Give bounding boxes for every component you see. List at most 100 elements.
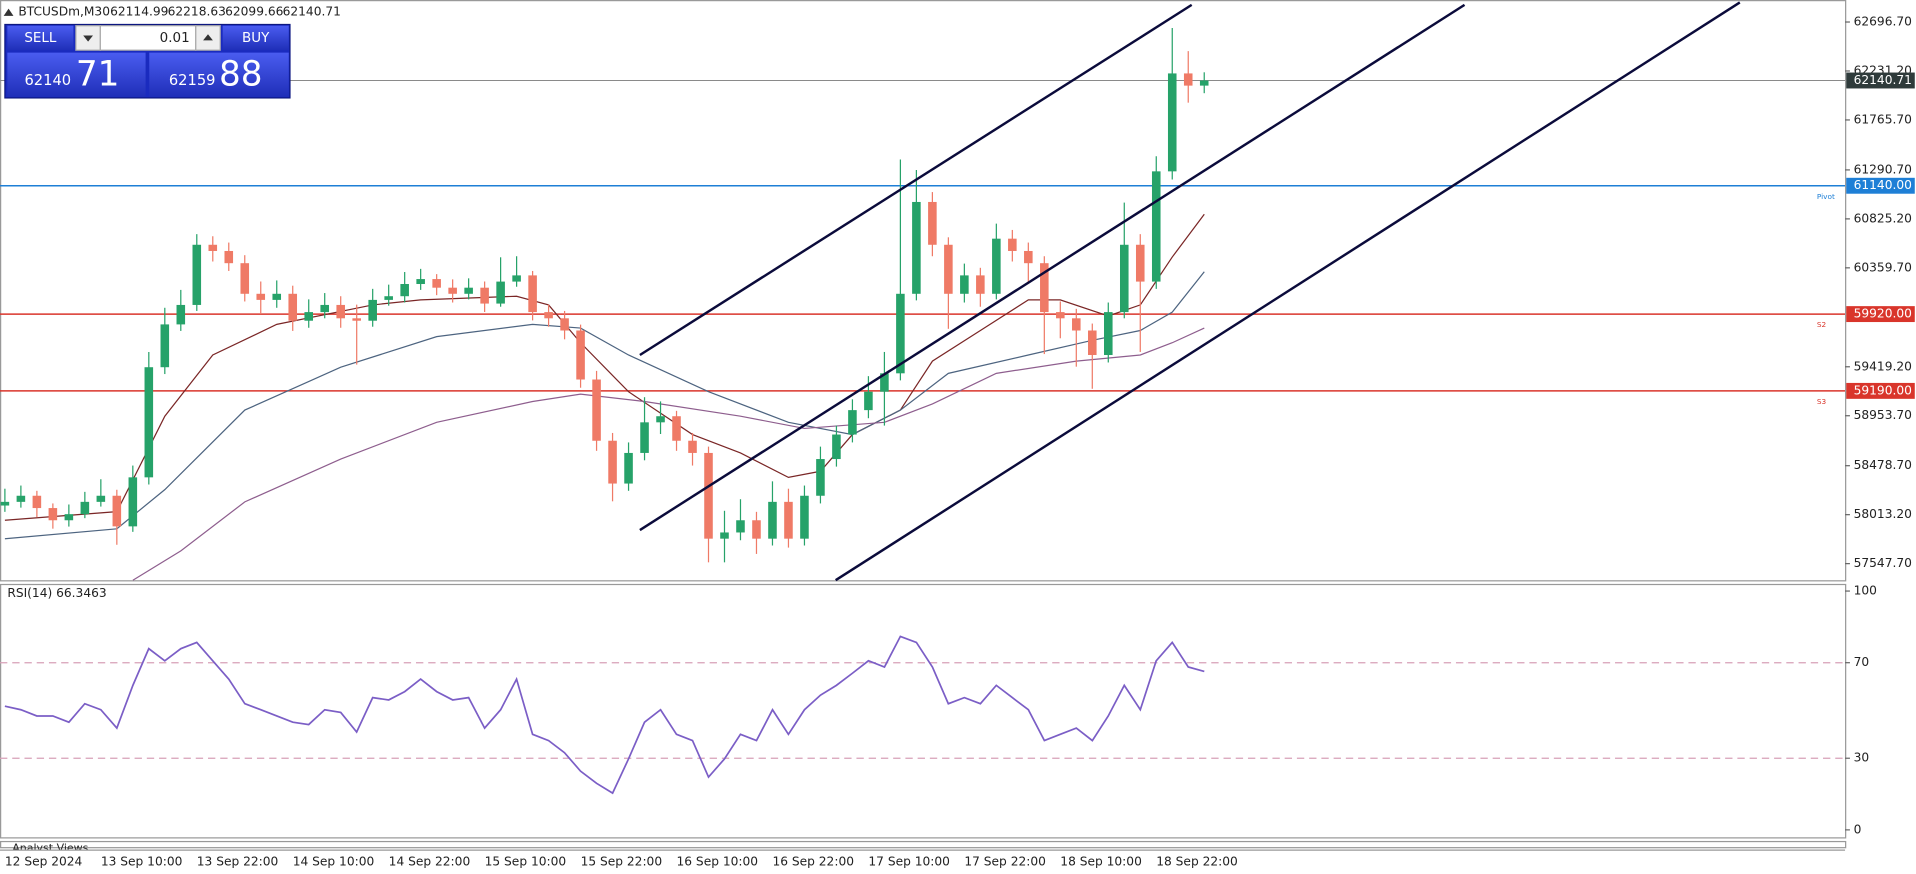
level-price-box: [1846, 306, 1915, 323]
level-name: S3: [1817, 397, 1827, 406]
candle-body: [720, 532, 729, 539]
main-pane: [0, 0, 1847, 582]
candle-body: [1072, 318, 1081, 331]
candle-body: [576, 330, 585, 380]
candle-body: [192, 244, 202, 305]
candle-body: [752, 520, 761, 539]
y-tick-label: 61765.70: [1854, 112, 1912, 126]
candle-body: [1040, 263, 1049, 313]
candle-body: [992, 238, 1001, 294]
buy-price[interactable]: 62159 88: [149, 52, 289, 97]
rsi-line: [4, 635, 1205, 795]
x-tick-label: 17 Sep 22:00: [964, 854, 1046, 868]
y-tick-label: 58013.20: [1854, 507, 1912, 521]
candle-body: [224, 250, 234, 264]
candle-body: [912, 201, 921, 294]
ask-pips: 88: [219, 54, 263, 94]
sell-label: SELL: [24, 31, 57, 46]
last-price-label: 62140.71: [1854, 73, 1912, 87]
buy-price-bg: [149, 52, 289, 97]
x-tick-label: 16 Sep 22:00: [772, 854, 854, 868]
volume-up[interactable]: [195, 25, 221, 51]
header-high: 62218.63: [168, 5, 226, 19]
candle-body: [64, 514, 74, 521]
candle-body: [1135, 244, 1145, 282]
trade-panel: SELL 0.01 BUY 62140 71 62159 88: [4, 23, 291, 99]
sell-button[interactable]: SELL: [7, 25, 74, 51]
volume-input[interactable]: 0.01: [99, 25, 197, 51]
candle-body: [1199, 80, 1209, 86]
candle-body: [176, 304, 186, 325]
rsi-pane: [0, 583, 1847, 839]
bid-main: 62140: [24, 72, 71, 89]
candle-body: [1167, 73, 1177, 172]
candle-body: [304, 312, 314, 321]
level-price-label: 61140.00: [1854, 178, 1912, 192]
candle-body: [80, 501, 90, 515]
channel-line: [834, 1, 1741, 582]
candle-body: [208, 244, 218, 251]
candle-body: [656, 416, 665, 423]
candle-body: [816, 459, 825, 496]
candle-body: [1151, 171, 1161, 282]
bid-pips: 71: [76, 54, 120, 94]
candle-body: [336, 304, 345, 319]
candle-body: [128, 477, 138, 527]
candle-body: [464, 287, 473, 294]
moving-average: [4, 213, 1205, 521]
candle-body: [272, 293, 282, 300]
overlay: 61140.00 59920.00 59190.00 62140.71: [1846, 72, 1915, 399]
candle-body: [768, 501, 777, 539]
candle-body: [384, 296, 393, 300]
candle-body: [688, 440, 697, 453]
candle-body: [112, 495, 122, 527]
moving-average: [132, 327, 1205, 581]
x-tick-label: 15 Sep 22:00: [581, 854, 663, 868]
candle-body: [976, 275, 985, 294]
x-tick-label: 14 Sep 22:00: [389, 854, 471, 868]
sell-price[interactable]: 62140 71: [7, 52, 146, 97]
candle-body: [352, 318, 361, 321]
candle-body: [432, 279, 441, 288]
candle-body: [864, 391, 873, 411]
level-price-box: [1846, 177, 1915, 194]
candle-body: [288, 293, 298, 321]
candle-body: [672, 416, 681, 441]
up-arrow: [203, 34, 213, 41]
candle-body: [32, 495, 42, 509]
header-low: 62099.66: [225, 5, 283, 19]
candle-body: [240, 263, 250, 294]
volume-down[interactable]: [75, 25, 101, 51]
candle-body: [1183, 73, 1193, 86]
header-close: 62140.71: [283, 5, 341, 19]
y-tick-label: 62696.70: [1854, 15, 1912, 29]
x-tick-label: 17 Sep 10:00: [868, 854, 950, 868]
sell-price-bg: [7, 52, 146, 97]
level-price-label: 59190.00: [1854, 383, 1912, 397]
candle-body: [496, 281, 505, 304]
y-tick-label: 100: [1854, 584, 1877, 598]
candle-body: [0, 501, 10, 506]
rsi-title: RSI(14) 66.3463: [7, 586, 106, 600]
collapse-icon: [3, 8, 14, 16]
candle-body: [832, 434, 841, 460]
candle-body: [1119, 244, 1129, 313]
level-price-box: [1846, 382, 1915, 399]
candle-body: [368, 299, 377, 321]
candle-body: [144, 367, 154, 478]
y-tick-label: 61290.70: [1854, 162, 1912, 176]
ask-main: 62159: [169, 72, 216, 89]
candle-body: [624, 452, 633, 484]
candle-body: [256, 293, 266, 300]
down-arrow: [83, 35, 93, 42]
y-tick-label: 30: [1854, 751, 1870, 765]
volume-value: 0.01: [160, 31, 190, 46]
candle-body: [448, 287, 457, 294]
y-tick-label: 58953.70: [1854, 408, 1912, 422]
candle-body: [848, 410, 857, 435]
buy-button[interactable]: BUY: [222, 25, 289, 51]
candle-body: [1024, 250, 1033, 264]
candle-body: [800, 495, 809, 539]
